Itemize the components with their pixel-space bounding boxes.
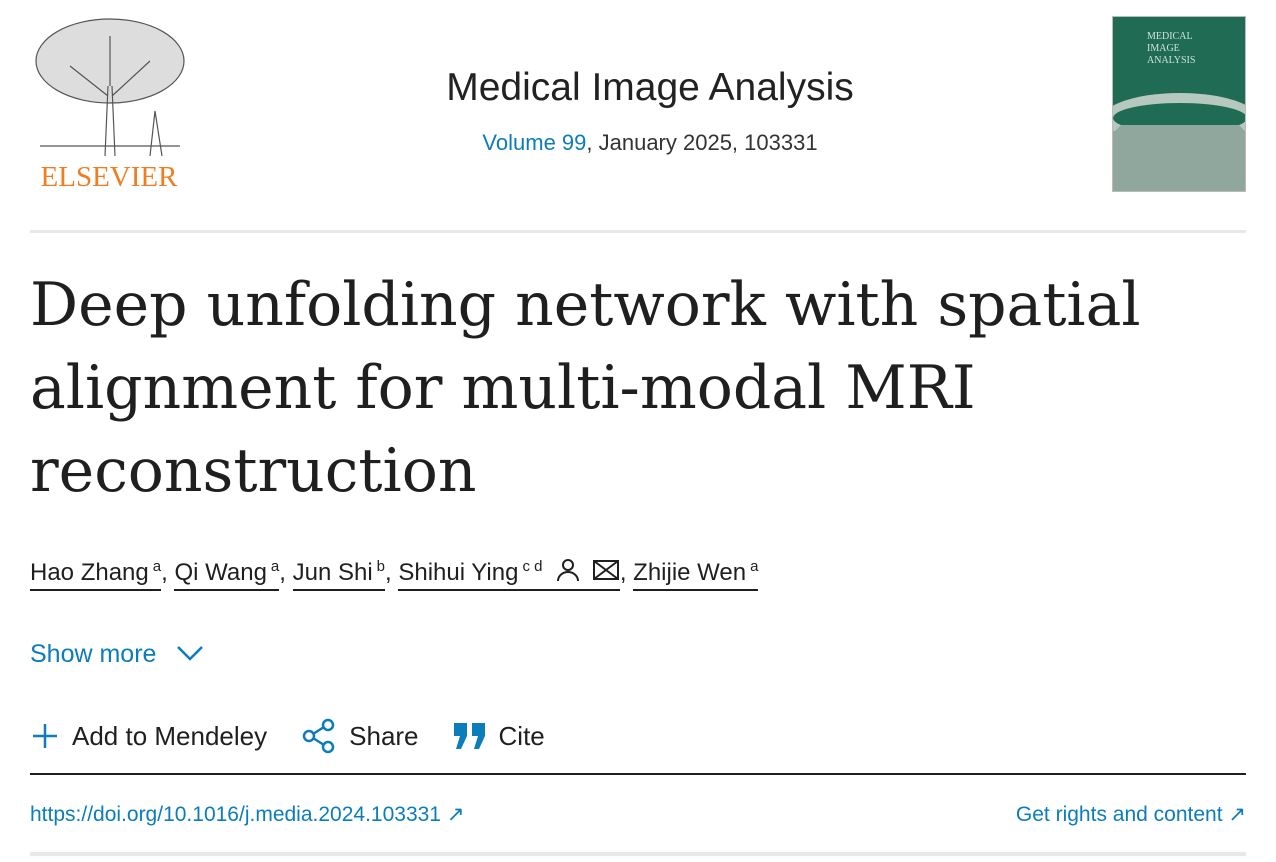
elsevier-logo[interactable]: ELSEVIER [30, 16, 188, 194]
journal-cover-image[interactable]: MEDICAL IMAGE ANALYSIS [1112, 16, 1246, 192]
share-button[interactable]: Share [301, 718, 419, 754]
divider [30, 230, 1246, 233]
mendeley-label: Add to Mendeley [72, 720, 268, 751]
author-link[interactable]: Zhijie Wen a [633, 558, 759, 591]
get-rights-link[interactable]: Get rights and content ↗ [1015, 803, 1246, 826]
journal-title-link[interactable]: Medical Image Analysis [446, 66, 854, 109]
action-bar: Add to Mendeley Share Cite [30, 718, 545, 754]
volume-link[interactable]: Volume 99 [482, 130, 587, 155]
article-title: Deep unfolding network with spatial alig… [30, 270, 1141, 506]
doi-link[interactable]: https://doi.org/10.1016/j.media.2024.103… [30, 803, 465, 826]
author-link[interactable]: Hao Zhang a [30, 558, 162, 591]
author-link[interactable]: Qi Wang a [174, 558, 280, 591]
add-to-mendeley-button[interactable]: Add to Mendeley [30, 721, 267, 752]
divider [30, 773, 1246, 775]
person-icon [557, 559, 580, 582]
external-link-icon: ↗ [1228, 803, 1246, 826]
share-icon [302, 718, 335, 754]
volume-info: Volume 99, January 2025, 103331 [300, 130, 1000, 156]
cover-text: MEDICAL IMAGE ANALYSIS [1147, 31, 1196, 66]
external-link-icon: ↗ [446, 803, 465, 826]
chevron-down-icon [177, 646, 204, 661]
author-list: Hao Zhang a, Qi Wang a, Jun Shi b, Shihui Y… [30, 558, 759, 591]
cite-button[interactable]: Cite [453, 721, 545, 752]
cite-label: Cite [498, 720, 545, 751]
share-label: Share [349, 720, 419, 751]
show-more-button[interactable]: Show more [30, 640, 205, 669]
elsevier-wordmark: ELSEVIER [40, 161, 178, 193]
author-link[interactable]: Shihui Ying c d [398, 558, 620, 591]
plus-icon [33, 724, 57, 748]
divider [30, 852, 1246, 856]
envelope-icon [592, 560, 619, 580]
issue-info: , January 2025, 103331 [586, 130, 818, 155]
author-link[interactable]: Jun Shi b [292, 558, 386, 591]
quote-icon [453, 723, 485, 749]
tree-icon [35, 18, 185, 157]
